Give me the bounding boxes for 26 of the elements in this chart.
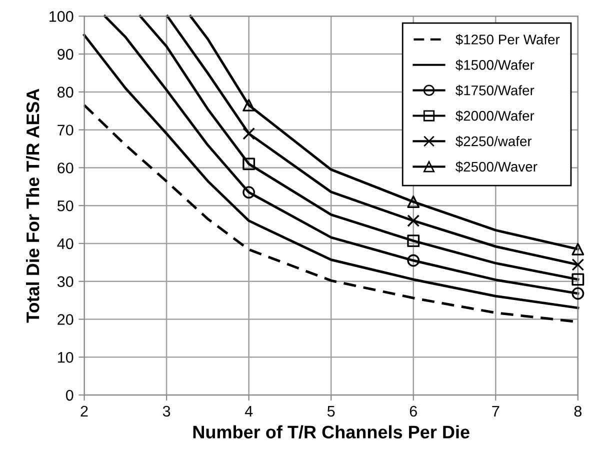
y-tick-label: 100 <box>50 11 74 22</box>
y-tick-label: 40 <box>57 238 74 250</box>
x-axis-title: Number of T/R Channels Per Die <box>193 425 470 439</box>
x-tick-label: 3 <box>162 406 170 417</box>
y-tick-label: 50 <box>57 200 74 212</box>
legend-label: $2000/Wafer <box>456 110 534 122</box>
y-tick-label: 60 <box>58 162 74 174</box>
y-tick-label: 10 <box>58 352 74 363</box>
y-tick-label: 20 <box>58 314 74 325</box>
y-tick-label: 80 <box>58 86 74 98</box>
y-tick-label: 90 <box>58 48 74 60</box>
y-tick-label: 0 <box>66 390 74 401</box>
y-tick-label: 70 <box>58 124 74 136</box>
x-tick-label: 8 <box>574 406 582 417</box>
x-tick-label: 4 <box>244 406 253 416</box>
x-tick-label: 5 <box>327 406 335 417</box>
x-tick-label: 6 <box>410 406 417 417</box>
legend-label: $2250/wafer <box>456 136 532 148</box>
x-tick-label: 7 <box>492 406 500 416</box>
x-tick-label: 2 <box>80 406 88 416</box>
y-tick-label: 30 <box>57 276 74 288</box>
legend-label: $1250 Per Wafer <box>456 34 560 46</box>
y-axis-title: Total Die For The T/R AESA <box>26 88 40 323</box>
legend-label: $1750/Wafer <box>456 84 534 96</box>
legend-label: $2500/Waver <box>456 161 538 172</box>
legend-label: $1500/Wafer <box>456 59 534 71</box>
